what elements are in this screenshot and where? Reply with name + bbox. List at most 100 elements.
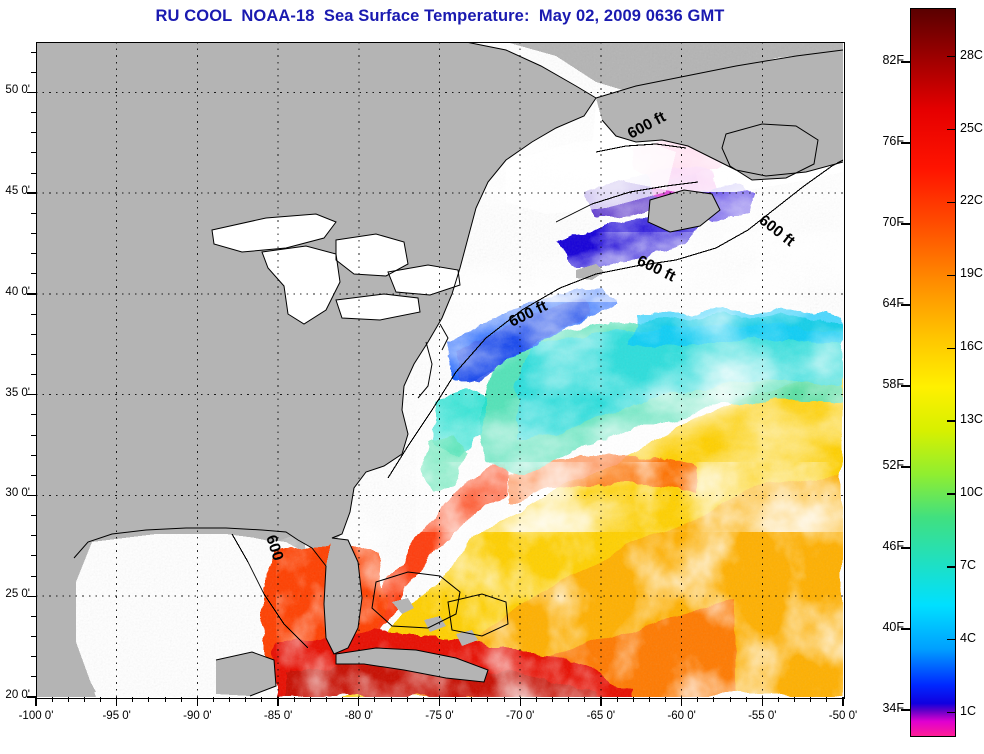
x-axis-tick [600, 697, 602, 706]
x-axis-label: -80 0' [344, 710, 373, 722]
colorbar-label-fahrenheit: 76F [882, 134, 904, 148]
y-axis-minor-tick [31, 575, 36, 577]
colorbar-label-celsius: 25C [960, 120, 983, 135]
x-axis-minor-tick [390, 697, 392, 702]
x-axis-minor-tick [535, 697, 537, 702]
colorbar-label-celsius: 10C [960, 485, 983, 499]
x-axis-minor-tick [810, 697, 812, 702]
x-axis-tick [277, 697, 279, 706]
x-axis-minor-tick [616, 697, 618, 702]
x-axis-minor-tick [309, 697, 311, 702]
colorbar-tick-celsius [947, 274, 956, 276]
x-axis-tick [358, 697, 360, 706]
y-axis-tick [27, 494, 36, 497]
x-axis-minor-tick [584, 697, 586, 702]
y-axis-minor-tick [31, 51, 36, 53]
colorbar[interactable] [910, 8, 956, 737]
colorbar-gradient [911, 9, 955, 736]
great-lakes-water [212, 214, 460, 324]
y-axis-minor-tick [31, 656, 36, 658]
y-axis-minor-tick [31, 313, 36, 315]
x-axis-minor-tick [729, 697, 731, 702]
x-axis-minor-tick [794, 697, 796, 702]
colorbar-label-fahrenheit: 46F [882, 539, 904, 553]
y-axis-label: 35 0' [5, 386, 30, 399]
x-axis-minor-tick [51, 697, 53, 702]
x-axis-label: -55 0' [748, 710, 777, 722]
colorbar-label-celsius: 4C [960, 630, 976, 645]
colorbar-label-celsius: 13C [960, 412, 983, 427]
x-axis-label: -95 0' [102, 710, 131, 722]
x-axis-tick [842, 697, 844, 706]
x-axis-tick [680, 697, 683, 706]
x-axis-label: -85 0' [263, 710, 293, 722]
colorbar-label-fahrenheit: 52F [882, 458, 904, 472]
y-axis-minor-tick [31, 212, 36, 214]
y-axis-label: 25 0' [5, 588, 30, 601]
x-axis-minor-tick [551, 697, 553, 702]
colorbar-label-fahrenheit: 64F [882, 296, 904, 310]
x-axis-label: -65 0' [586, 710, 616, 722]
colorbar-tick-fahrenheit [901, 466, 910, 468]
x-axis-tick [519, 697, 521, 706]
y-axis-minor-tick [31, 172, 36, 174]
x-axis-minor-tick [422, 697, 424, 702]
x-axis-tick [196, 697, 199, 706]
colorbar-tick-celsius [947, 493, 956, 495]
y-axis-minor-tick [31, 434, 36, 436]
y-axis-minor-tick [31, 253, 36, 255]
y-axis-minor-tick [31, 615, 36, 617]
x-axis-minor-tick [745, 697, 747, 702]
x-axis-minor-tick [826, 697, 828, 702]
x-axis-minor-tick [67, 697, 69, 702]
y-axis-minor-tick [31, 555, 36, 557]
colorbar-label-fahrenheit: 70F [882, 215, 904, 229]
y-axis-tick [27, 91, 36, 94]
colorbar-label-celsius: 28C [960, 47, 983, 62]
colorbar-tick-celsius [947, 639, 956, 641]
colorbar-tick-celsius [947, 420, 956, 422]
colorbar-tick-fahrenheit [901, 547, 910, 549]
colorbar-tick-celsius [947, 128, 956, 131]
x-axis-minor-tick [777, 697, 779, 702]
y-axis-tick [27, 192, 36, 194]
x-axis-minor-tick [293, 697, 295, 702]
colorbar-label-celsius: 19C [960, 266, 983, 281]
x-axis-minor-tick [261, 697, 263, 702]
x-axis-minor-tick [471, 697, 473, 702]
y-axis-label: 30 0' [5, 487, 30, 500]
colorbar-label-celsius: 1C [960, 703, 976, 718]
y-axis-minor-tick [31, 474, 36, 476]
colorbar-tick-fahrenheit [901, 304, 910, 306]
bathymetry-contours [231, 143, 843, 649]
x-axis-minor-tick [697, 697, 699, 702]
x-axis-minor-tick [648, 697, 650, 702]
y-axis-minor-tick [31, 515, 36, 517]
y-axis-label: 50 0' [5, 84, 30, 97]
x-axis-tick [35, 697, 37, 706]
x-axis-minor-tick [374, 697, 376, 702]
x-axis-minor-tick [632, 697, 634, 702]
colorbar-tick-fahrenheit [901, 142, 910, 144]
y-axis-tick [27, 393, 36, 396]
colorbar-tick-celsius [947, 347, 956, 349]
sst-map-canvas[interactable]: 600 ft 600 ft 600 ft 600 ft 600 [36, 42, 843, 697]
figure-title: RU COOL NOAA-18 Sea Surface Temperature:… [155, 7, 725, 25]
colorbar-tick-celsius [947, 55, 956, 58]
y-axis-minor-tick [31, 454, 36, 456]
x-axis-label: -75 0' [425, 710, 454, 722]
colorbar-label-celsius: 7C [960, 557, 976, 572]
x-axis-tick [116, 697, 118, 706]
x-axis-minor-tick [503, 697, 505, 702]
y-axis-minor-tick [31, 333, 36, 335]
y-axis-minor-tick [31, 535, 36, 537]
colorbar-tick-celsius [947, 566, 956, 568]
colorbar-tick-celsius [947, 712, 956, 714]
colorbar-label-fahrenheit: 58F [882, 377, 904, 391]
y-axis-minor-tick [31, 273, 36, 275]
x-axis-label: -60 0' [667, 710, 696, 722]
y-axis-tick [27, 595, 36, 597]
map-plot-area[interactable]: 600 ft 600 ft 600 ft 600 ft 600 [36, 42, 843, 697]
x-axis-minor-tick [245, 697, 247, 702]
